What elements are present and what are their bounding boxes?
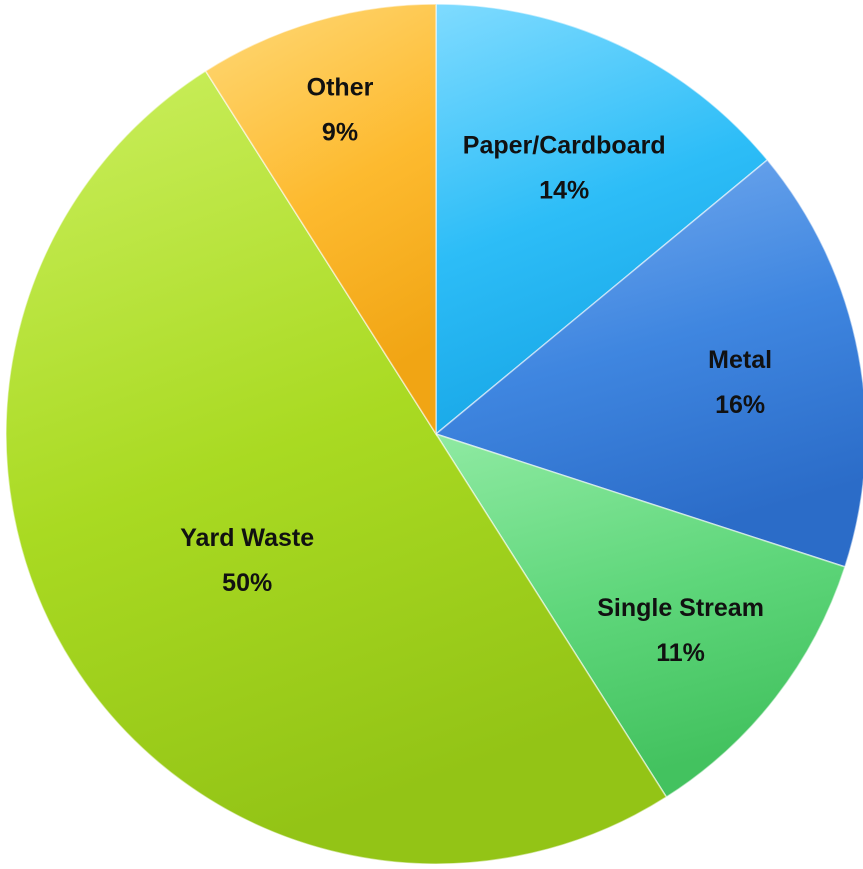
pie-labels: Paper/Cardboard 14% Metal 16% Single Stream 1… <box>180 74 772 667</box>
label-name-paper-cardboard: Paper/Cardboard <box>463 132 666 160</box>
label-percent-yard-waste: 50% <box>222 569 272 597</box>
slice-single-stream <box>434 432 846 799</box>
label-name-yard-waste: Yard Waste <box>180 524 314 552</box>
pie-slices <box>5 3 863 865</box>
label-percent-single-stream: 11% <box>656 639 705 667</box>
label-yard-waste: Yard Waste 50% <box>180 524 314 597</box>
label-metal: Metal 16% <box>708 346 772 419</box>
slice-paper-cardboard <box>435 3 769 436</box>
label-percent-metal: 16% <box>715 391 765 419</box>
label-percent-other: 9% <box>322 119 358 147</box>
label-single-stream: Single Stream 11% <box>597 594 764 667</box>
slice-metal <box>434 158 863 568</box>
label-percent-paper-cardboard: 14% <box>539 177 589 205</box>
label-other: Other 9% <box>307 74 374 147</box>
label-paper-cardboard: Paper/Cardboard 14% <box>463 132 666 205</box>
label-name-other: Other <box>307 74 374 102</box>
slice-other <box>204 3 437 437</box>
label-name-single-stream: Single Stream <box>597 594 764 622</box>
label-name-metal: Metal <box>708 346 772 374</box>
slice-yard-waste <box>5 69 668 865</box>
